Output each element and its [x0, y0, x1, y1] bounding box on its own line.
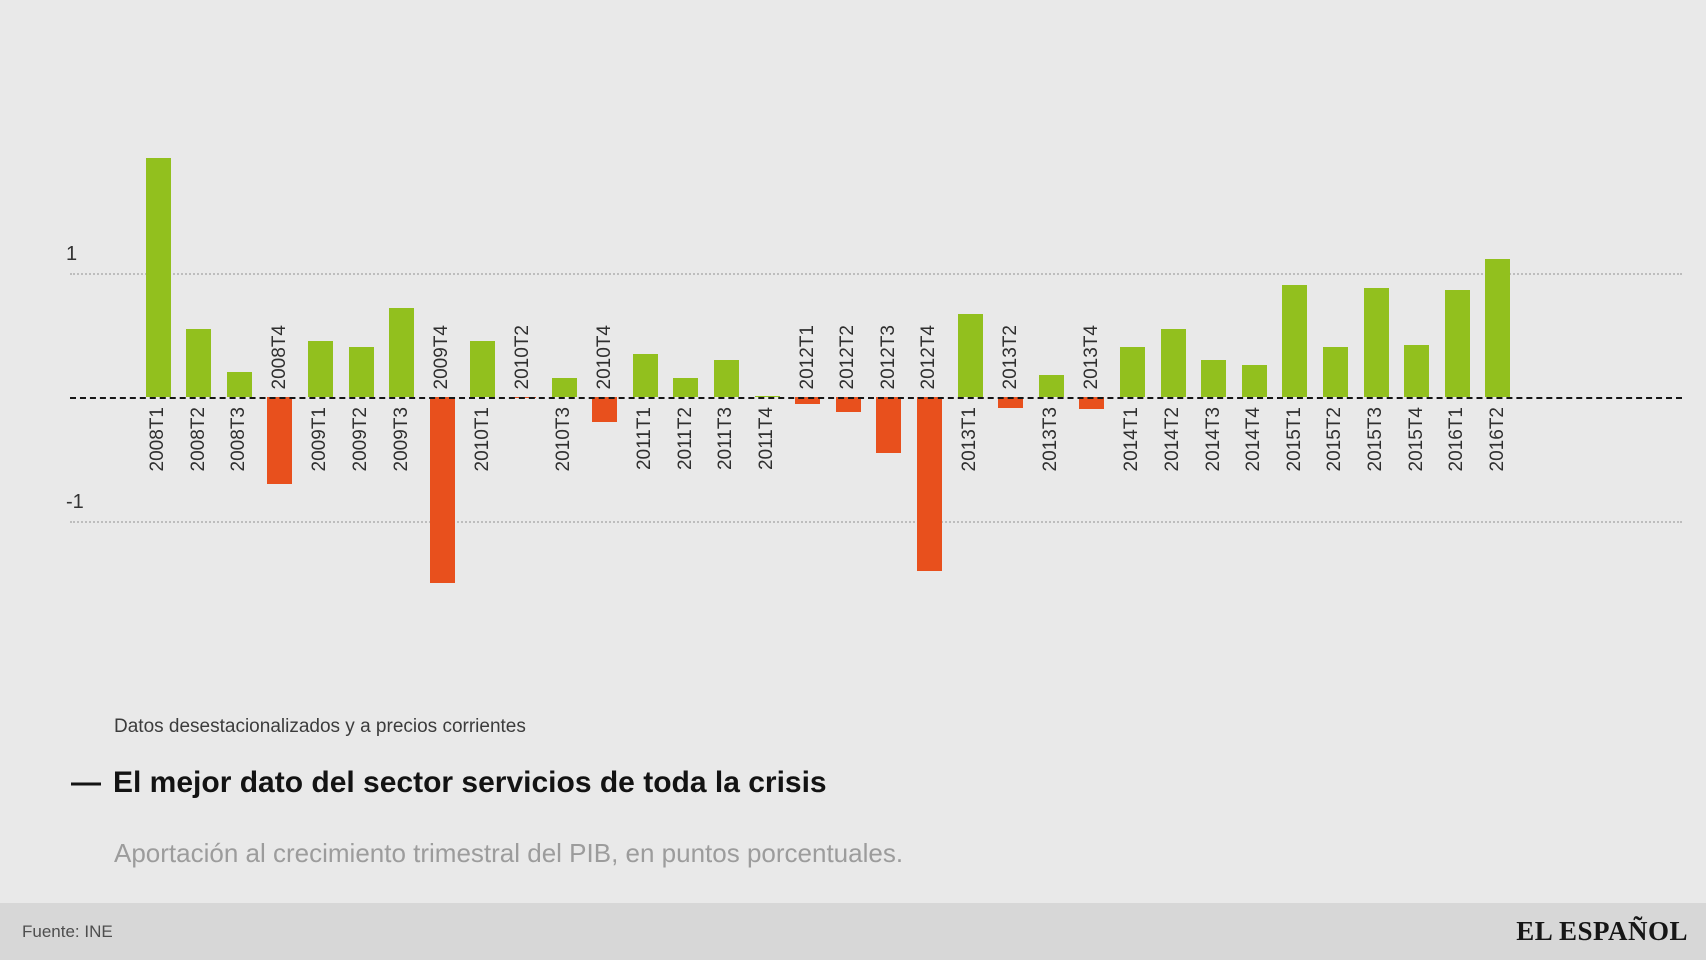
x-axis-label-2012T1: 2012T1	[796, 324, 818, 389]
bar-2010T4	[592, 397, 618, 422]
x-axis-label-2011T3: 2011T3	[715, 407, 737, 471]
source-label: Fuente: INE	[22, 921, 113, 941]
bar-2013T1	[957, 314, 983, 397]
bar-2012T2	[835, 397, 861, 412]
x-axis-label-2009T1: 2009T1	[309, 407, 331, 472]
bar-2009T2	[348, 347, 374, 397]
bar-2015T2	[1322, 347, 1348, 397]
bar-2010T1	[470, 341, 496, 397]
bar-2010T3	[551, 378, 577, 397]
x-axis-label-2014T1: 2014T1	[1121, 407, 1143, 472]
x-axis-label-2010T3: 2010T3	[553, 407, 574, 472]
x-axis-label-2009T3: 2009T3	[390, 407, 412, 472]
bar-2012T3	[876, 397, 902, 453]
bar-2012T4	[916, 397, 942, 571]
x-axis-label-2015T1: 2015T1	[1283, 407, 1305, 472]
bar-2013T4	[1079, 397, 1105, 409]
bar-2016T2	[1485, 259, 1511, 397]
x-axis-label-2010T2: 2010T2	[512, 324, 534, 389]
bar-2011T4	[754, 396, 780, 397]
bar-2008T3	[226, 372, 252, 397]
zero-axis-line	[70, 397, 1682, 399]
bar-chart: 1 -1 2008T1 2008T2 2008T3 2008T4 2009T1 2009T2 2…	[66, 158, 1682, 583]
y-axis-tick-label: 1	[66, 243, 78, 265]
bar-2016T1	[1444, 290, 1470, 397]
bar-2011T2	[673, 378, 699, 397]
chart-title-text: El mejor dato del sector servicios de to…	[113, 766, 827, 799]
x-axis-label-2015T4: 2015T4	[1405, 407, 1427, 472]
x-axis-label-2008T4: 2008T4	[268, 324, 290, 389]
x-axis-label-2011T4: 2011T4	[756, 407, 777, 471]
x-axis-label-2010T4: 2010T4	[593, 324, 615, 389]
footer-bar: Fuente: INE EL ESPAÑOL	[0, 903, 1706, 960]
x-axis-label-2014T2: 2014T2	[1162, 407, 1183, 472]
x-axis-label-2013T1: 2013T1	[959, 407, 980, 472]
bar-2014T2	[1160, 329, 1186, 397]
x-axis-label-2013T2: 2013T2	[999, 324, 1021, 389]
x-axis-label-2016T2: 2016T2	[1486, 407, 1508, 472]
x-axis-label-2011T1: 2011T1	[634, 407, 656, 471]
x-axis-label-2012T2: 2012T2	[837, 324, 859, 389]
bar-2015T1	[1282, 285, 1308, 397]
bar-2014T3	[1201, 360, 1227, 397]
bar-2015T4	[1404, 345, 1430, 397]
bar-2009T4	[429, 397, 455, 583]
brand-logo: EL ESPAÑOL	[1516, 916, 1688, 946]
y-axis-tick-label: -1	[66, 491, 84, 513]
chart-subtitle: Aportación al crecimiento trimestral del…	[114, 838, 904, 868]
x-axis-label-2009T2: 2009T2	[350, 407, 371, 472]
x-axis-label-2013T4: 2013T4	[1080, 324, 1102, 389]
x-axis-label-2008T2: 2008T2	[187, 407, 209, 472]
bar-2015T3	[1363, 288, 1389, 397]
bar-2008T4	[267, 397, 293, 484]
x-axis-label-2011T2: 2011T2	[674, 407, 696, 471]
chart-title: — El mejor dato del sector servicios de t…	[71, 766, 827, 800]
x-axis-label-2014T3: 2014T3	[1202, 407, 1224, 472]
x-axis-label-2010T1: 2010T1	[471, 407, 493, 472]
bar-2013T2	[998, 397, 1024, 408]
x-axis-label-2008T1: 2008T1	[147, 407, 168, 472]
bar-2012T1	[795, 397, 821, 404]
x-axis-label-2014T4: 2014T4	[1243, 407, 1265, 472]
x-axis-label-2015T2: 2015T2	[1324, 407, 1346, 472]
x-axis-label-2016T1: 2016T1	[1446, 407, 1468, 472]
x-axis-label-2008T3: 2008T3	[228, 407, 250, 472]
y-gridline	[70, 521, 1682, 523]
bar-2009T1	[307, 341, 333, 397]
bar-2011T3	[713, 360, 739, 397]
x-axis-label-2009T4: 2009T4	[431, 324, 453, 389]
bar-2008T1	[145, 158, 171, 397]
bar-2014T1	[1119, 347, 1145, 397]
x-axis-label-2015T3: 2015T3	[1365, 407, 1386, 472]
bar-2009T3	[389, 308, 415, 397]
bar-2013T3	[1038, 375, 1064, 397]
x-axis-label-2012T4: 2012T4	[918, 324, 940, 389]
x-axis-label-2012T3: 2012T3	[877, 324, 899, 389]
x-axis-label-2013T3: 2013T3	[1040, 407, 1062, 472]
title-dash: —	[71, 766, 101, 799]
bar-2008T2	[186, 329, 212, 397]
bar-2011T1	[632, 354, 658, 397]
bar-2014T4	[1241, 365, 1267, 397]
chart-note: Datos desestacionalizados y a precios co…	[114, 716, 526, 737]
y-gridline	[70, 273, 1682, 275]
